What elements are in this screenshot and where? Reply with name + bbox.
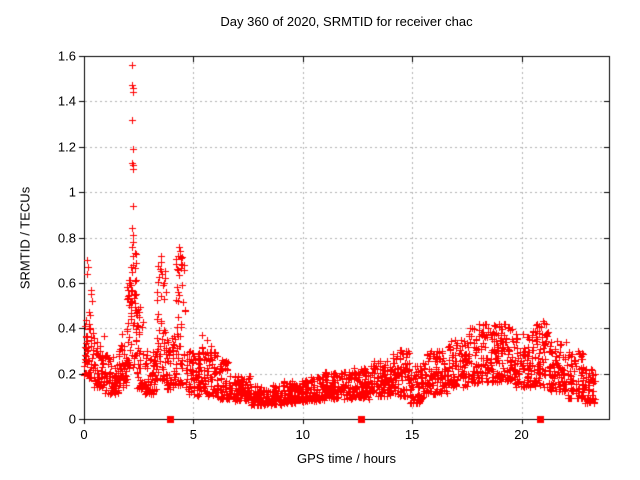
chart-title: Day 360 of 2020, SRMTID for receiver cha… bbox=[220, 14, 473, 29]
y-tick-label: 0.2 bbox=[57, 366, 76, 382]
x-tick-label: 5 bbox=[189, 427, 197, 442]
x-axis-title: GPS time / hours bbox=[297, 451, 396, 466]
y-tick-label: 0.6 bbox=[57, 275, 76, 291]
x-tick-label: 15 bbox=[404, 427, 420, 442]
x-tick-label: 10 bbox=[295, 427, 310, 442]
y-tick-label: 0.4 bbox=[57, 320, 76, 336]
y-tick-label: 1.2 bbox=[57, 139, 76, 155]
y-tick-label: 1 bbox=[68, 184, 76, 200]
x-tick-label: 20 bbox=[514, 427, 529, 442]
y-tick-label: 0 bbox=[68, 411, 76, 427]
x-tick-label: 0 bbox=[80, 427, 88, 442]
y-tick-label: 1.6 bbox=[57, 48, 76, 64]
y-tick-label: 0.8 bbox=[57, 230, 76, 245]
y-tick-label: 1.4 bbox=[57, 93, 76, 109]
